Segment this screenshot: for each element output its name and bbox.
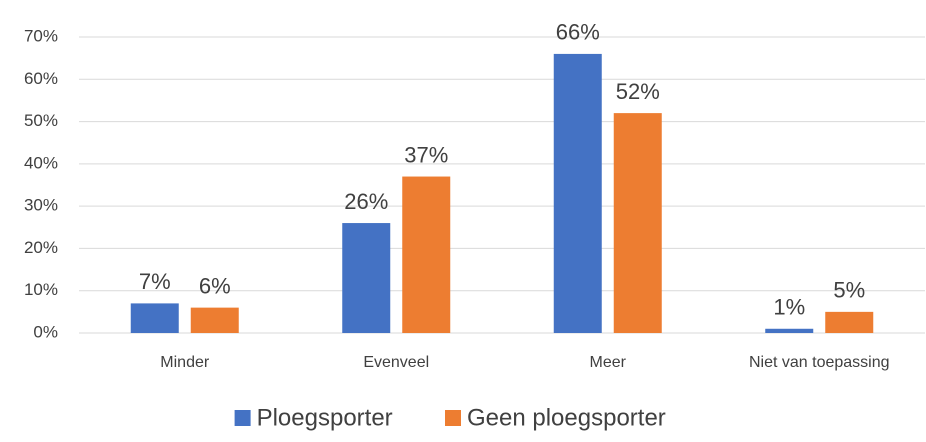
bar <box>825 311 874 333</box>
legend-label: Geen ploegsporter <box>467 404 666 431</box>
y-tick-label: 20% <box>24 238 58 257</box>
x-tick-label: Meer <box>590 354 627 371</box>
y-tick-label: 10% <box>24 280 58 299</box>
bar <box>613 113 662 333</box>
y-tick-label: 50% <box>24 111 58 130</box>
legend-swatch <box>234 410 251 426</box>
data-label: 66% <box>556 20 600 45</box>
data-label: 37% <box>404 142 448 167</box>
bar <box>553 53 602 334</box>
data-label: 6% <box>199 273 231 298</box>
y-tick-label: 30% <box>24 196 58 215</box>
y-tick-label: 70% <box>24 26 58 45</box>
bar <box>765 328 814 333</box>
legend-swatch <box>445 410 461 426</box>
data-label: 26% <box>344 189 388 214</box>
y-tick-label: 60% <box>24 69 58 88</box>
bar <box>190 307 239 333</box>
data-label: 7% <box>139 269 171 294</box>
bar <box>402 176 451 333</box>
x-tick-label: Minder <box>160 354 210 371</box>
x-tick-label: Evenveel <box>363 354 429 371</box>
data-label: 52% <box>616 79 660 104</box>
data-label: 1% <box>773 295 805 320</box>
bar <box>342 223 391 333</box>
y-tick-label: 0% <box>33 322 58 341</box>
data-label: 5% <box>833 278 865 303</box>
bar <box>130 303 179 333</box>
legend-label: Ploegsporter <box>257 404 393 431</box>
x-tick-label: Niet van toepassing <box>749 354 890 371</box>
y-tick-label: 40% <box>24 153 58 172</box>
